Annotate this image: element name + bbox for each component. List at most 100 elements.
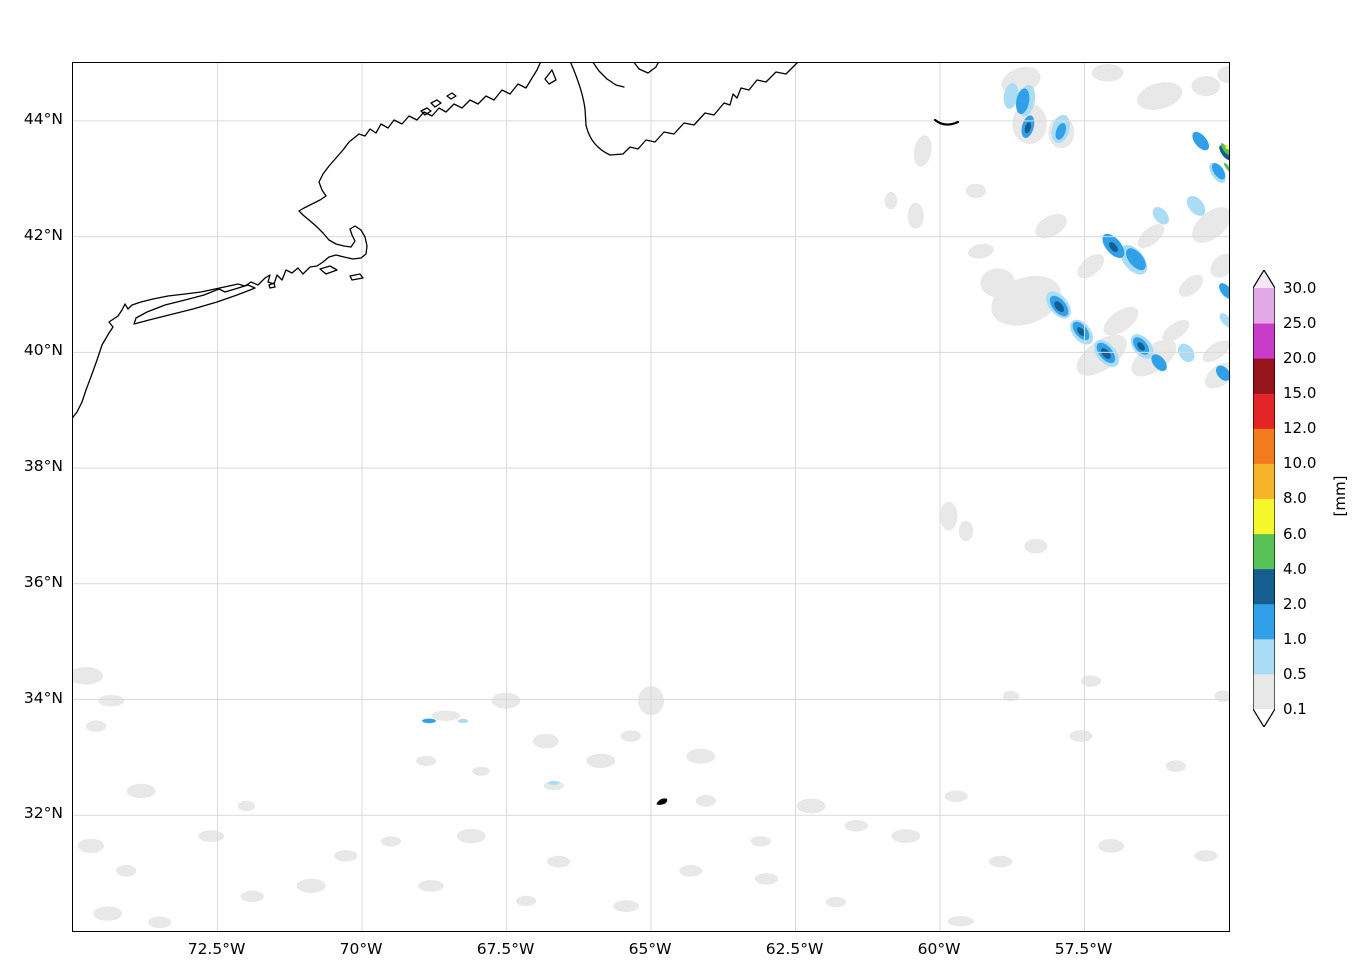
precip-feature-gray: [98, 694, 125, 707]
precip-feature-gray: [844, 819, 868, 832]
precip-feature-gray: [1077, 253, 1105, 279]
precip-feature-gray: [1191, 76, 1221, 97]
y-tick-label: 38°N: [23, 457, 63, 476]
colorbar-tick-label: 15.0: [1283, 384, 1317, 403]
x-tick-label: 67.5°W: [476, 940, 535, 958]
colorbar-tick-label: 20.0: [1283, 349, 1317, 368]
precip-feature-gray: [86, 720, 107, 732]
precip-feature-gray: [1194, 850, 1218, 862]
precip-feature-medium: [1216, 365, 1229, 381]
precip-feature-gray: [380, 836, 401, 847]
colorbar-under-arrow: [1253, 708, 1275, 727]
colorbar-tick-label: 30.0: [1283, 279, 1317, 297]
colorbar-tick-label: 10.0: [1283, 454, 1317, 473]
colorbar: [1252, 268, 1276, 731]
colorbar-segment: [1253, 288, 1275, 324]
x-tick-label: 62.5°W: [765, 940, 824, 958]
precip-feature-gray: [944, 790, 968, 802]
precip-feature-gray: [586, 753, 616, 769]
precip-feature-gray: [546, 855, 571, 868]
precip-feature-green: [1220, 143, 1229, 156]
precip-feature-dark: [1024, 122, 1032, 134]
colorbar-units-label: [mm]: [1331, 475, 1349, 517]
coastline-bay-of-fundy: [592, 63, 625, 88]
island-block: [268, 282, 276, 289]
precip-feature-gray: [1069, 730, 1093, 742]
precip-feature-gray: [77, 838, 104, 854]
precip-feature-gray: [825, 896, 847, 908]
colorbar-tick-label: 2.0: [1283, 594, 1307, 613]
precip-feature-gray: [965, 183, 986, 199]
precip-feature-gray: [93, 906, 123, 921]
coastline-new-england: [73, 63, 541, 419]
y-tick-label: 34°N: [23, 688, 63, 707]
precip-feature-gray: [456, 828, 486, 844]
precip-feature-gray: [148, 916, 172, 929]
colorbar-tick-label: 0.5: [1283, 664, 1307, 683]
y-tick-label: 40°N: [23, 341, 63, 360]
coastline-minas-channel: [633, 63, 659, 74]
precip-feature-gray: [1162, 319, 1190, 342]
precip-feature-dark: [1137, 342, 1145, 351]
coastline-nova-scotia: [570, 63, 798, 156]
precip-feature-gray: [796, 798, 826, 814]
precip-feature-gray: [1178, 274, 1204, 297]
precip-feature-light: [1003, 83, 1019, 109]
island-marthas-vineyard: [319, 265, 338, 275]
precip-feature-gray: [472, 766, 490, 776]
precip-feature-gray: [679, 865, 703, 877]
island-sable: [933, 118, 960, 126]
colorbar-segment: [1253, 428, 1275, 464]
precip-feature-light: [1219, 313, 1229, 328]
precip-feature-gray: [907, 202, 924, 229]
colorbar-segment: [1253, 358, 1275, 394]
precip-feature-medium: [1219, 283, 1229, 299]
island-nantucket: [349, 273, 364, 281]
colorbar-segment: [1253, 568, 1275, 605]
precip-feature-gray: [416, 755, 437, 767]
precip-feature-gray: [417, 880, 444, 892]
precip-feature-medium: [1016, 88, 1030, 115]
precip-feature-gray: [1210, 253, 1229, 278]
colorbar-segment: [1253, 533, 1275, 570]
colorbar-tick-label: 1.0: [1283, 629, 1307, 648]
colorbar-segment: [1253, 673, 1275, 710]
maine-islands: [420, 92, 457, 116]
precip-feature-gray: [884, 192, 898, 210]
precip-feature-gray: [1217, 65, 1229, 84]
precip-feature-gray: [1080, 675, 1101, 687]
precip-feature-light: [1152, 207, 1169, 225]
precip-feature-dark: [1100, 348, 1111, 359]
precip-feature-medium: [1055, 122, 1067, 140]
precip-feature-gray: [620, 730, 641, 742]
precip-feature-medium: [422, 718, 436, 724]
x-tick-label: 60°W: [917, 940, 961, 958]
precip-feature-gray: [958, 521, 974, 542]
precip-feature-gray: [237, 800, 256, 812]
precip-feature-gray: [1165, 760, 1186, 772]
colorbar-segment: [1253, 498, 1275, 535]
x-tick-label: 65°W: [628, 940, 672, 958]
y-tick-label: 44°N: [23, 109, 63, 128]
precip-feature-light: [548, 780, 560, 785]
precip-feature-gray: [1137, 224, 1165, 248]
precip-feature-gray: [126, 783, 156, 799]
precip-feature-gray: [755, 873, 779, 885]
colorbar-tick-label: 6.0: [1283, 524, 1307, 543]
precip-feature-gray: [695, 795, 717, 807]
precip-feature-gray: [116, 865, 137, 877]
x-tick-label: 57.5°W: [1054, 940, 1113, 958]
precip-feature-gray: [968, 243, 994, 259]
precip-feature-gray: [240, 890, 264, 903]
precip-feature-gray: [334, 850, 358, 862]
precip-feature-medium: [1211, 163, 1226, 180]
colorbar-segment: [1253, 323, 1275, 359]
precip-feature-gray: [73, 667, 103, 685]
x-tick-label: 72.5°W: [187, 940, 246, 958]
colorbar-tick-label: 0.1: [1283, 699, 1307, 718]
colorbar-tick-label: 25.0: [1283, 314, 1317, 333]
precip-feature-green: [1224, 162, 1229, 172]
precip-feature-gray: [1202, 340, 1229, 363]
precip-feature-gray: [1024, 539, 1048, 554]
